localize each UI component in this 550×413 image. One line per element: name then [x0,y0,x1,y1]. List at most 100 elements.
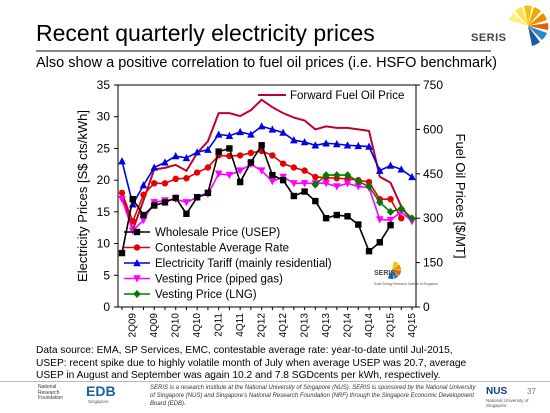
data-point-vesting-price-lng [354,177,362,186]
data-point-vesting-price-lng [376,198,384,207]
data-source-notes: Data source: EMA, SP Services, EMC, cont… [36,345,536,383]
chart-logo-text: SERIS [374,270,395,277]
data-point-vesting-price-piped-gas [300,180,309,188]
footer-divider [0,381,550,382]
x-axis-tick-label: 2Q10 [171,313,182,338]
electricity-price-chart: 0 5 10 15 20 25 30 35 0 150 300 450 600 750 2Q09 4Q09 2Q… [75,78,468,338]
data-point-electricity-tariff-mainly-residential [257,122,266,130]
data-point-wholesale-price-usep [365,247,373,255]
data-point-contestable-average-rate [161,180,169,187]
plot-frame [117,84,417,308]
data-point-contestable-average-rate [247,149,255,157]
data-point-wholesale-price-usep [387,221,394,229]
data-point-contestable-average-rate [140,191,147,198]
data-point-vesting-price-piped-gas [333,183,341,191]
legend-marker-electricity-tariff-mainly-residential [133,259,141,267]
data-point-contestable-average-rate [301,167,308,174]
data-point-vesting-price-piped-gas [182,199,191,207]
data-point-contestable-average-rate [183,175,190,182]
data-point-vesting-price-piped-gas [386,216,395,225]
data-point-vesting-price-piped-gas [225,171,234,180]
legend-label-contestable-average-rate: Contestable Average Rate [155,243,289,255]
x-axis-tick-label: 2Q15 [386,313,397,338]
x-axis-tick-label: 2Q09 [128,313,139,338]
nus-logo: NUS [486,386,508,397]
data-point-wholesale-price-usep [344,213,351,220]
data-point-electricity-tariff-mainly-residential [150,163,159,171]
footer-text: SERIS is a research institute at the Nat… [150,385,476,407]
data-point-electricity-tariff-mainly-residential [397,165,406,173]
chart-logo-subtext: Solar Energy Research Institute of Singa… [374,282,438,286]
data-point-wholesale-price-usep [376,239,383,246]
legend-label-forward-fuel-oil: Forward Fuel Oil Price [290,90,404,102]
legend-marker-vesting-price-piped-gas [133,275,141,283]
data-point-vesting-price-piped-gas [214,170,223,178]
data-point-contestable-average-rate [129,218,136,225]
data-point-vesting-price-piped-gas [268,178,277,186]
data-point-vesting-price-lng [408,214,416,223]
data-point-vesting-price-lng [343,171,352,180]
chart-logo-segment [392,264,401,270]
data-point-contestable-average-rate [387,195,394,203]
data-point-wholesale-price-usep [258,142,265,149]
data-point-vesting-price-piped-gas [290,180,298,188]
x-axis-tick-label: 2Q14 [343,313,354,338]
series-line-vesting-price-lng [314,174,413,219]
chart-logo-segment [387,270,394,279]
note-line: Data source: EMA, SP Services, EMC, cont… [36,345,453,356]
data-point-electricity-tariff-mainly-residential [193,148,201,156]
data-point-electricity-tariff-mainly-residential [268,125,277,133]
data-point-vesting-price-piped-gas [343,180,352,188]
nus-logo-subtext: National University of Singapore [486,398,529,408]
data-point-electricity-tariff-mainly-residential [386,161,395,169]
data-point-contestable-average-rate [118,189,126,197]
x-axis-tick-label: 4Q13 [321,313,332,338]
legend-label-vesting-price-lng: Vesting Price (LNG) [155,289,257,301]
data-point-vesting-price-piped-gas [375,216,384,224]
right-axis-tick-label: 300 [423,211,443,225]
data-point-electricity-tariff-mainly-residential [311,141,320,149]
data-point-vesting-price-lng [311,180,320,189]
data-point-contestable-average-rate [398,215,405,222]
data-point-electricity-tariff-mainly-residential [365,142,373,150]
right-axis-tick-label: 450 [423,167,443,181]
left-axis-tick-label: 15 [97,205,111,219]
series-line-electricity-tariff-mainly-residential [121,125,413,207]
data-point-electricity-tariff-mainly-residential [161,158,169,166]
left-axis-tick-label: 20 [97,173,111,187]
data-point-contestable-average-rate [279,160,287,167]
data-point-vesting-price-lng [322,171,330,180]
data-point-vesting-price-lng [365,182,373,191]
x-axis-tick-label: 2Q12 [257,313,268,338]
left-axis-tick-label: 0 [103,300,110,314]
data-point-vesting-price-lng [386,207,395,216]
data-point-wholesale-price-usep [312,197,319,205]
data-point-wholesale-price-usep [322,215,330,222]
edb-logo: EDB [86,383,116,399]
x-axis-tick-label: 4Q10 [192,313,203,338]
data-point-electricity-tariff-mainly-residential [236,127,244,136]
title-divider [36,50,491,52]
data-point-wholesale-price-usep [236,178,244,186]
data-point-vesting-price-lng [333,171,341,180]
left-axis-tick-label: 30 [97,110,111,124]
data-point-contestable-average-rate [151,180,158,187]
slide-title: Recent quarterly electricity prices [36,20,375,46]
data-point-wholesale-price-usep [290,192,298,200]
x-axis-tick-label: 4Q14 [364,313,375,338]
data-point-wholesale-price-usep [118,249,126,257]
data-point-wholesale-price-usep [204,189,212,197]
data-point-contestable-average-rate [269,152,276,159]
data-point-wholesale-price-usep [247,159,255,166]
data-point-electricity-tariff-mainly-residential [118,157,126,165]
x-axis-tick-label: 4Q09 [149,313,160,338]
data-point-electricity-tariff-mainly-residential [171,152,180,160]
data-point-vesting-price-lng [397,204,405,213]
data-point-vesting-price-piped-gas [322,180,330,188]
legend-marker-vesting-price-lng [133,290,141,298]
left-axis-tick-label: 10 [97,237,111,251]
legend-label-vesting-price-piped-gas: Vesting Price (piped gas) [155,274,283,286]
data-point-contestable-average-rate [312,173,319,181]
data-point-wholesale-price-usep [226,145,233,152]
data-point-electricity-tariff-mainly-residential [279,128,287,136]
